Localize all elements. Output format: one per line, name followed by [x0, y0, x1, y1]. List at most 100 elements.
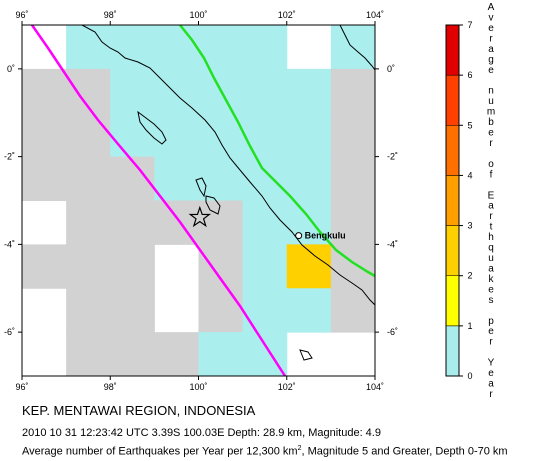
colorbar-block	[445, 24, 460, 76]
grid-cell	[286, 156, 332, 201]
city-label: Bengkulu	[305, 231, 346, 241]
grid-cell	[330, 112, 375, 158]
region-title: KEP. MENTAWAI REGION, INDONESIA	[22, 403, 256, 418]
map-description: Average number of Earthquakes per Year p…	[22, 445, 508, 458]
grid-cell	[330, 68, 375, 114]
grid-cell	[110, 332, 155, 376]
grid-cell	[110, 244, 155, 289]
lon-tick-label: 100˚	[189, 10, 207, 20]
colorbar-block	[445, 175, 460, 226]
grid-cell	[154, 25, 199, 70]
grid-cell	[66, 244, 111, 289]
city-marker-icon	[295, 232, 303, 240]
grid-cell	[198, 288, 244, 333]
enggano-island	[299, 349, 313, 361]
colorbar-block	[445, 275, 460, 327]
colorbar-tick-label: 3	[467, 221, 472, 231]
siberut-island	[137, 110, 167, 145]
colorbar-tick-label: 5	[467, 120, 472, 130]
grid-cell	[330, 200, 375, 245]
grid-cell	[66, 112, 111, 158]
colorbar-blocks	[445, 24, 460, 377]
lat-tick-label: -4˚	[4, 239, 15, 249]
grid-cell	[66, 156, 111, 201]
lat-tick-label: 0˚	[7, 64, 15, 74]
grid-cell	[242, 68, 288, 114]
grid-cell	[66, 25, 111, 70]
lon-tick-label: 96˚	[15, 382, 28, 392]
lon-tick-label: 104˚	[366, 10, 384, 20]
grid-cell	[242, 244, 288, 289]
lon-tick-label: 100˚	[189, 382, 207, 392]
sipora-island	[195, 177, 207, 198]
grid-cell	[242, 200, 288, 245]
lon-tick-label: 102˚	[278, 10, 296, 20]
coastlines	[81, 25, 375, 361]
grid-cell	[198, 332, 244, 376]
grid-cell	[330, 156, 375, 201]
colorbar-frame	[445, 24, 460, 377]
lat-tick-label: -6˚	[4, 327, 15, 337]
grid-cell	[242, 25, 288, 70]
grid-cell	[22, 244, 67, 289]
grid-cell	[154, 68, 199, 114]
map-figure: 96˚ 96˚ 98˚ 98˚ 100˚ 100˚ 102˚ 102˚ 104˚ 104˚ 0˚ 0˚…	[4, 2, 495, 400]
grid-cell	[286, 68, 332, 114]
pagai-islands	[205, 195, 221, 215]
grid-cell	[154, 332, 199, 376]
grid-cell	[22, 156, 67, 201]
grid-cell	[286, 112, 332, 158]
grid-cell	[286, 288, 332, 333]
density-grid	[22, 25, 375, 376]
lat-tick-label: -4˚	[387, 239, 398, 249]
grid-cell	[110, 25, 155, 70]
sumatra-coastline	[81, 25, 375, 306]
colorbar-block	[445, 225, 460, 276]
grid-cell	[198, 200, 244, 245]
lat-tick-label: 0˚	[387, 64, 395, 74]
lon-tick-label: 98˚	[104, 10, 117, 20]
lat-tick-label: -6˚	[387, 327, 398, 337]
map-ticks: 96˚ 96˚ 98˚ 98˚ 100˚ 100˚ 102˚ 102˚ 104˚ 104˚ 0˚ 0˚…	[4, 10, 398, 392]
event-info: 2010 10 31 12:23:42 UTC 3.39S 100.03E De…	[22, 427, 381, 439]
grid-cell	[110, 68, 155, 114]
colorbar-tick-label: 4	[467, 170, 472, 180]
lon-tick-label: 104˚	[366, 382, 384, 392]
grid-cell	[22, 68, 67, 114]
map-panel: 96˚ 96˚ 98˚ 98˚ 100˚ 100˚ 102˚ 102˚ 104˚ 104˚ 0˚ 0˚…	[4, 10, 398, 392]
east-coast	[339, 25, 375, 71]
colorbar-tick-label: 0	[467, 371, 472, 381]
epicenter-star-icon	[188, 205, 212, 228]
grid-cell	[110, 112, 155, 158]
description-text: Average number of Earthquakes per Year p…	[22, 445, 298, 458]
grid-cell	[154, 156, 199, 201]
lon-tick-label: 98˚	[104, 382, 117, 392]
grid-cell	[22, 112, 67, 158]
grid-cell	[66, 288, 111, 333]
description-superscript: 2	[297, 445, 302, 452]
colorbar-tick-label: 2	[467, 271, 472, 281]
lon-tick-label: 96˚	[15, 10, 28, 20]
tectonic-lines	[30, 25, 375, 376]
grid-cell	[154, 112, 199, 158]
lon-tick-label: 102˚	[278, 382, 296, 392]
grid-cell	[66, 200, 111, 245]
lat-tick-label: -2˚	[4, 152, 15, 162]
sunda-trench-line	[30, 25, 287, 376]
grid-cell	[286, 244, 332, 289]
colorbar-ticks: 0 1 2 3 4 5 6 7	[459, 20, 473, 381]
colorbar-block	[445, 74, 460, 126]
grid-cell	[242, 288, 288, 333]
colorbar-tick-label: 6	[467, 70, 472, 80]
grid-cell	[242, 112, 288, 158]
lat-tick-label: -2˚	[387, 152, 398, 162]
sumatran-fault-line	[179, 25, 375, 278]
grid-cell	[110, 200, 155, 245]
grid-cell	[242, 156, 288, 201]
colorbar-block	[445, 325, 460, 377]
colorbar-tick-label: 1	[467, 321, 472, 331]
grid-cell	[198, 244, 244, 289]
grid-cell	[66, 332, 111, 376]
